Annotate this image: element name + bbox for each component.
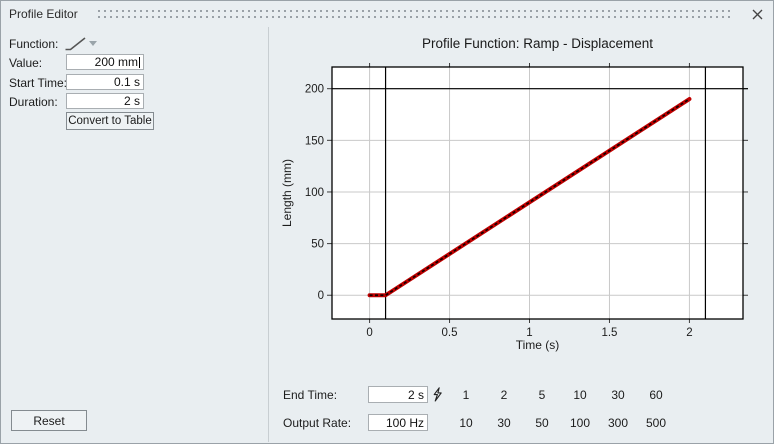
x-axis-label: Time (s) — [515, 338, 560, 352]
chevron-down-icon — [89, 40, 97, 46]
function-label: Function: — [9, 37, 59, 51]
svg-text:200: 200 — [305, 84, 324, 96]
value-label: Value: — [9, 56, 43, 70]
output-rate-preset[interactable]: 50 — [535, 416, 549, 430]
output-rate-preset[interactable]: 500 — [645, 416, 667, 430]
svg-text:2: 2 — [686, 327, 692, 339]
output-rate-preset[interactable]: 100 — [569, 416, 591, 430]
reset-button[interactable]: Reset — [11, 410, 87, 431]
left-panel: Function: Value: 200 mm Start Time: 0.1 … — [1, 27, 268, 444]
text-caret — [139, 56, 140, 68]
lightning-icon[interactable] — [432, 387, 443, 402]
y-axis-label: Length (mm) — [280, 158, 294, 228]
series-line — [367, 97, 692, 298]
svg-text:0: 0 — [366, 327, 372, 339]
close-icon[interactable] — [751, 8, 764, 21]
output-rate-presets: 10 30 50 100 300 500 — [447, 416, 675, 430]
svg-text:1: 1 — [526, 327, 532, 339]
end-time-preset[interactable]: 5 — [538, 388, 546, 402]
end-time-preset[interactable]: 1 — [462, 388, 470, 402]
end-time-preset[interactable]: 60 — [649, 388, 663, 402]
svg-text:50: 50 — [311, 239, 324, 251]
function-dropdown[interactable] — [64, 34, 98, 52]
svg-text:100: 100 — [305, 187, 324, 199]
output-rate-text: 100 Hz — [385, 415, 424, 430]
duration-label: Duration: — [9, 95, 58, 109]
svg-text:0: 0 — [318, 290, 324, 302]
svg-text:150: 150 — [305, 135, 324, 147]
convert-to-table-button[interactable]: Convert to Table — [66, 112, 154, 130]
window-title: Profile Editor — [9, 7, 78, 21]
duration-text: 2 s — [123, 94, 140, 108]
output-rate-preset[interactable]: 30 — [497, 416, 511, 430]
end-time-presets: 1 2 5 10 30 60 — [447, 388, 675, 402]
drag-handle-icon[interactable] — [98, 10, 733, 18]
svg-text:1.5: 1.5 — [601, 327, 617, 339]
output-rate-input[interactable]: 100 Hz — [368, 414, 428, 431]
end-time-text: 2 s — [407, 387, 424, 402]
panel-divider — [268, 27, 269, 442]
output-rate-preset[interactable]: 10 — [459, 416, 473, 430]
profile-chart: 0 0.5 1 1.5 2 0 50 100 150 200 — [305, 63, 748, 339]
value-text: 200 mm — [94, 55, 138, 69]
svg-text:0.5: 0.5 — [442, 327, 458, 339]
chart-title: Profile Function: Ramp - Displacement — [421, 36, 654, 51]
titlebar: Profile Editor — [1, 1, 773, 27]
ramp-function-icon — [65, 36, 86, 50]
end-time-label: End Time: — [283, 388, 338, 402]
start-time-text: 0.1 s — [113, 75, 140, 89]
output-rate-label: Output Rate: — [283, 416, 352, 430]
end-time-input[interactable]: 2 s — [368, 386, 428, 403]
start-time-label: Start Time: — [9, 76, 68, 90]
duration-input[interactable]: 2 s — [66, 93, 144, 109]
end-time-preset[interactable]: 2 — [500, 388, 508, 402]
output-rate-preset[interactable]: 300 — [607, 416, 629, 430]
end-time-preset[interactable]: 10 — [573, 388, 587, 402]
end-time-preset[interactable]: 30 — [611, 388, 625, 402]
value-input[interactable]: 200 mm — [66, 54, 144, 70]
start-time-input[interactable]: 0.1 s — [66, 74, 144, 90]
